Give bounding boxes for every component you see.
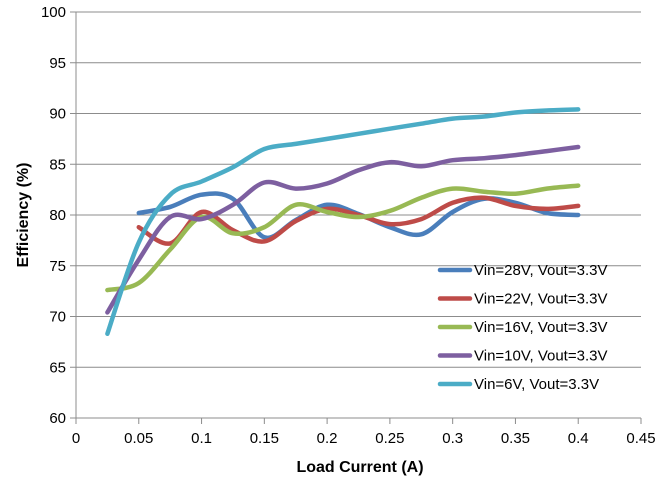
legend-label: Vin=16V, Vout=3.3V bbox=[474, 319, 607, 336]
y-tick-label: 65 bbox=[49, 359, 66, 376]
legend-label: Vin=28V, Vout=3.3V bbox=[474, 262, 607, 279]
x-tick-label: 0.05 bbox=[124, 430, 153, 447]
y-tick-label: 100 bbox=[41, 4, 66, 21]
x-tick-label: 0.1 bbox=[191, 430, 212, 447]
y-tick-label: 80 bbox=[49, 207, 66, 224]
y-tick-label: 90 bbox=[49, 106, 66, 123]
legend-label: Vin=22V, Vout=3.3V bbox=[474, 291, 607, 308]
legend-label: Vin=6V, Vout=3.3V bbox=[474, 376, 599, 393]
x-tick-label: 0.45 bbox=[626, 430, 655, 447]
series-line-3 bbox=[107, 147, 578, 312]
y-tick-label: 95 bbox=[49, 55, 66, 72]
x-tick-label: 0 bbox=[72, 430, 80, 447]
x-tick-label: 0.3 bbox=[442, 430, 463, 447]
x-tick-label: 0.35 bbox=[501, 430, 530, 447]
x-tick-label: 0.4 bbox=[568, 430, 589, 447]
x-tick-label: 0.2 bbox=[317, 430, 338, 447]
y-axis-title: Efficiency (%) bbox=[15, 163, 32, 268]
x-tick-label: 0.25 bbox=[375, 430, 404, 447]
y-tick-label: 75 bbox=[49, 258, 66, 275]
y-tick-label: 85 bbox=[49, 156, 66, 173]
x-axis-title: Load Current (A) bbox=[296, 459, 423, 476]
y-tick-label: 60 bbox=[49, 410, 66, 427]
legend: Vin=28V, Vout=3.3V Vin=22V, Vout=3.3V Vin=… bbox=[440, 262, 607, 393]
y-tick-label: 70 bbox=[49, 309, 66, 326]
legend-label: Vin=10V, Vout=3.3V bbox=[474, 348, 607, 365]
x-tick-label: 0.15 bbox=[250, 430, 279, 447]
